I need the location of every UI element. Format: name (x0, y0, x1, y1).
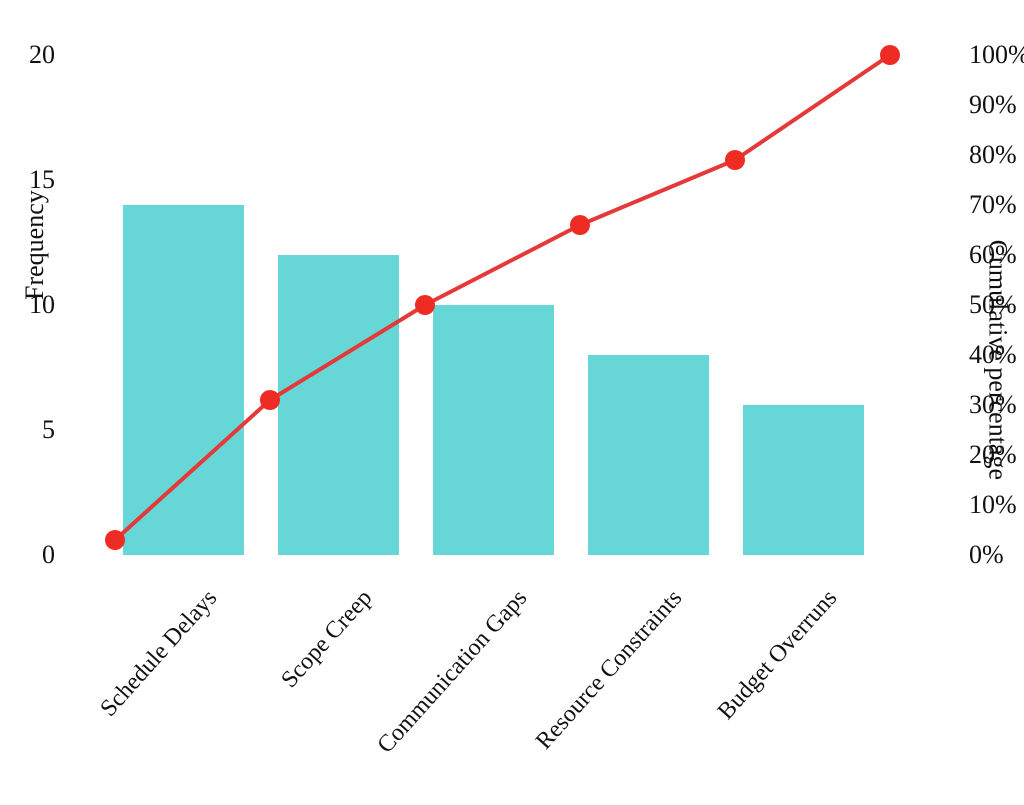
cumulative-line (115, 55, 890, 555)
pareto-chart: Frequency Cumulative percentage 05101520… (0, 0, 1024, 805)
x-category-label: Communication Gaps (373, 585, 534, 759)
y2-tick: 30% (969, 390, 1017, 420)
y2-tick: 50% (969, 290, 1017, 320)
y2-tick: 40% (969, 340, 1017, 370)
x-axis-categories: Schedule DelaysScope CreepCommunication … (115, 575, 890, 795)
y1-tick: 0 (42, 540, 55, 570)
y1-tick: 10 (29, 290, 55, 320)
y2-tick: 0% (969, 540, 1004, 570)
plot-area (115, 55, 890, 555)
y2-tick: 10% (969, 490, 1017, 520)
line-marker (880, 45, 900, 65)
x-category-label: Resource Constraints (531, 585, 688, 755)
y2-tick: 20% (969, 440, 1017, 470)
x-category-label: Budget Overruns (713, 585, 843, 725)
y2-tick: 100% (969, 40, 1024, 70)
y2-tick: 80% (969, 140, 1017, 170)
y1-tick: 20 (29, 40, 55, 70)
y2-tick: 70% (969, 190, 1017, 220)
line-marker (105, 530, 125, 550)
line-marker (260, 390, 280, 410)
y1-axis-label: Frequency (20, 190, 50, 300)
x-category-label: Schedule Delays (96, 585, 224, 722)
line-marker (725, 150, 745, 170)
y2-tick: 60% (969, 240, 1017, 270)
y1-tick: 15 (29, 165, 55, 195)
line-marker (570, 215, 590, 235)
y2-tick: 90% (969, 90, 1017, 120)
y1-tick: 5 (42, 415, 55, 445)
line-marker (415, 295, 435, 315)
x-category-label: Scope Creep (277, 585, 379, 694)
